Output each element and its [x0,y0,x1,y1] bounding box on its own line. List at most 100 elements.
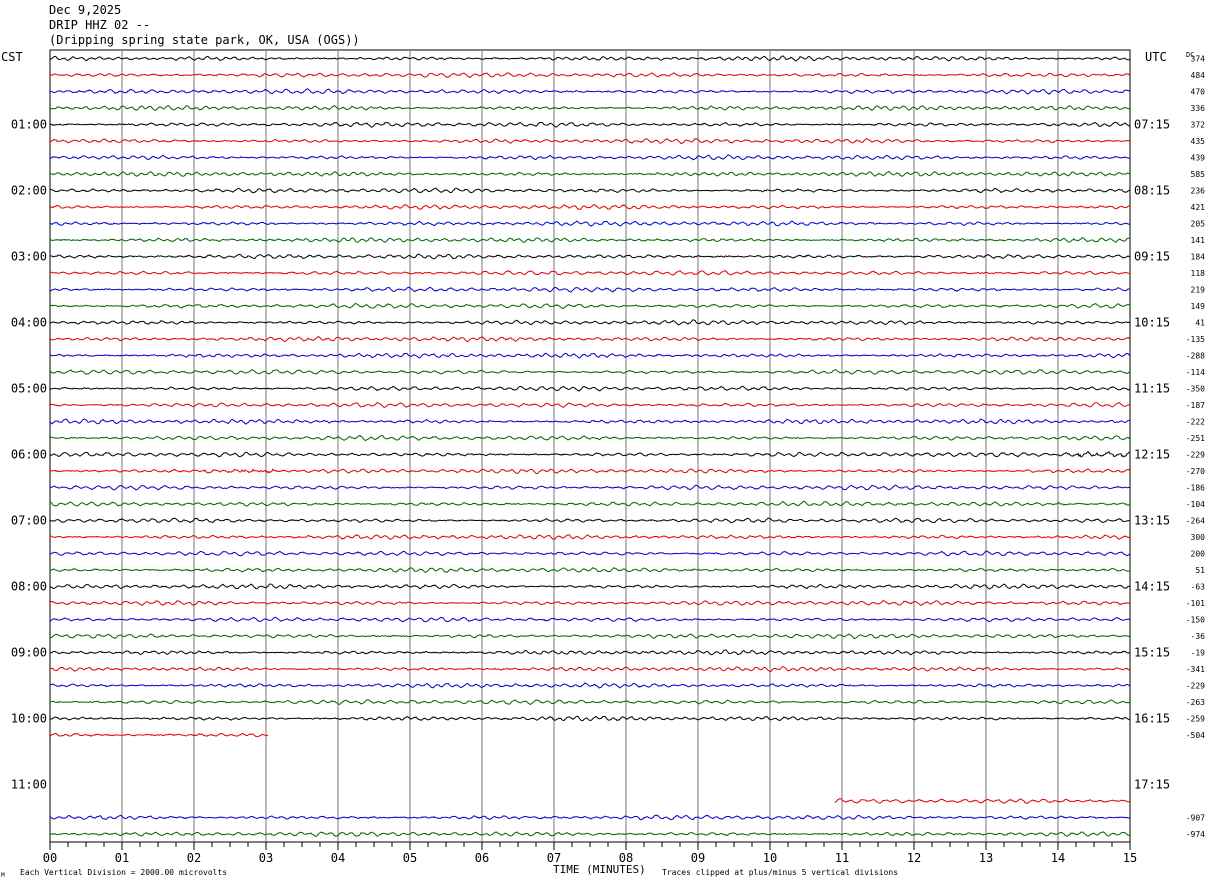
left-hour-label: 04:00 [11,316,47,330]
dc-offset-label: -229 [1186,451,1205,460]
seismic-trace [49,715,1131,722]
left-hour-label: 06:00 [11,448,47,462]
seismic-trace [49,55,1131,62]
x-axis-title: TIME (MINUTES) [553,863,646,876]
seismic-trace [49,468,1131,475]
x-tick-label: 01 [115,851,129,865]
seismic-trace [49,237,1131,243]
dc-offset-label: 439 [1191,154,1206,163]
dc-offset-label: -186 [1186,484,1205,493]
seismic-trace [49,286,1131,293]
right-hour-label: 16:15 [1134,712,1170,726]
right-hour-label: 13:15 [1134,514,1170,528]
seismic-trace [49,335,1131,343]
dc-offset-label: -36 [1191,632,1206,641]
dc-offset-label: 41 [1195,319,1205,328]
right-hour-label: 17:15 [1134,778,1170,792]
dc-offset-label: -264 [1186,517,1205,526]
seismic-trace [49,534,1131,540]
dc-offset-label: -104 [1186,500,1205,509]
x-tick-label: 00 [43,851,57,865]
left-hour-label: 11:00 [11,778,47,792]
dc-offset-label: 236 [1191,187,1206,196]
seismic-trace [49,814,1131,821]
seismic-trace [49,352,1131,359]
dc-offset-label: -150 [1186,616,1205,625]
x-tick-label: 03 [259,851,273,865]
dc-offset-label: -251 [1186,434,1205,443]
dc-offset-label: -229 [1186,682,1205,691]
dc-offset-label: -504 [1186,731,1205,740]
dc-offset-label: 184 [1191,253,1206,262]
dc-offset-label: 336 [1191,104,1206,113]
clip-note: Traces clipped at plus/minus 5 vertical … [662,868,899,877]
x-tick-label: 11 [835,851,849,865]
seismic-trace [49,302,1131,310]
chart-subtitle: (Dripping spring state park, OK, USA (OG… [49,33,360,47]
seismic-trace [49,88,1131,95]
seismic-trace [49,450,1131,458]
left-hour-label: 02:00 [11,184,47,198]
dc-offset-label: 374 [1191,55,1206,64]
seismic-trace [49,699,1131,705]
seismic-trace [49,500,1131,507]
dc-offset-label: 421 [1191,203,1206,212]
dc-offset-label: 219 [1191,286,1206,295]
x-tick-label: 04 [331,851,345,865]
seismic-trace [49,187,1131,194]
dc-offset-label: 205 [1191,220,1206,229]
seismic-trace [49,831,1131,837]
chart-title: DRIP HHZ 02 -- [49,18,151,32]
dc-offset-label: -270 [1186,467,1205,476]
x-tick-label: 10 [763,851,777,865]
left-timezone-label: CST [1,50,23,64]
right-hour-label: 11:15 [1134,382,1170,396]
right-hour-label: 07:15 [1134,118,1170,132]
seismic-trace [49,649,1131,656]
dc-offset-label: 470 [1191,88,1206,97]
dc-offset-label: -288 [1186,352,1205,361]
left-hour-label: 09:00 [11,646,47,660]
dc-offset-label: -263 [1186,698,1205,707]
seismic-trace [49,72,1131,79]
dc-offset-label: -135 [1186,335,1205,344]
dc-offset-label: 435 [1191,137,1206,146]
dc-offset-label: 484 [1191,71,1206,80]
right-hour-label: 14:15 [1134,580,1170,594]
x-tick-label: 09 [691,851,705,865]
seismic-trace [49,385,1131,392]
dc-offset-label: -259 [1186,715,1205,724]
dc-offset-label: -63 [1191,583,1206,592]
dc-label: DC [1186,51,1195,59]
chart-date: Dec 9,2025 [49,3,122,17]
seismic-trace [49,418,1131,425]
seismic-trace [49,732,269,738]
x-tick-label: 08 [619,851,633,865]
seismic-trace [49,517,1131,524]
dc-offset-label: -114 [1186,368,1205,377]
dc-offset-label: 200 [1191,550,1206,559]
dc-offset-label: 118 [1191,269,1206,278]
x-tick-label: 12 [907,851,921,865]
dc-offset-label: 149 [1191,302,1206,311]
x-tick-label: 05 [403,851,417,865]
seismic-trace [49,401,1131,408]
right-hour-label: 15:15 [1134,646,1170,660]
seismic-trace [49,550,1131,557]
left-hour-label: 01:00 [11,118,47,132]
right-hour-label: 08:15 [1134,184,1170,198]
seismic-trace [49,138,1131,145]
x-tick-label: 13 [979,851,993,865]
seismic-trace [49,616,1131,623]
x-tick-label: 07 [547,851,561,865]
seismic-trace [834,798,1131,804]
seismic-trace [49,154,1131,161]
right-hour-label: 09:15 [1134,250,1170,264]
seismic-trace [49,121,1131,128]
dc-offset-label: 141 [1191,236,1206,245]
seismic-trace [49,682,1131,689]
seismic-trace [49,633,1131,640]
corner-mark: M [1,872,5,879]
dc-offset-label: -187 [1186,401,1205,410]
seismic-trace [49,600,1131,606]
